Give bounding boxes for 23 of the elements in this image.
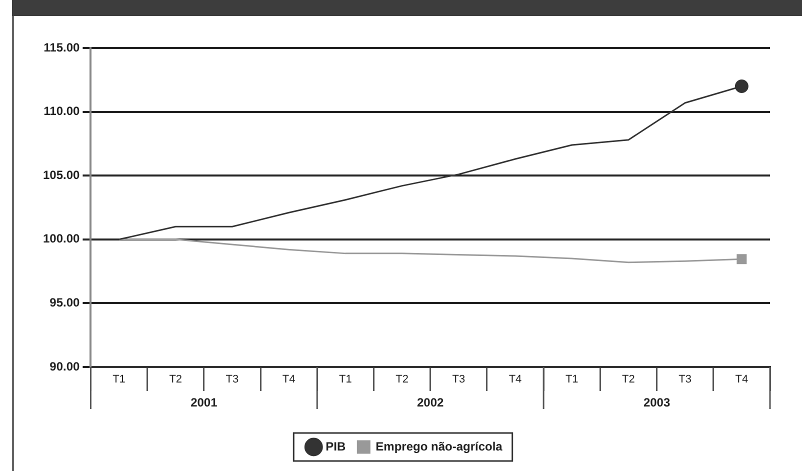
x-tick-label: T3 — [452, 374, 466, 386]
x-tick-label: T1 — [112, 374, 126, 386]
legend-label: Emprego não-agrícola — [376, 439, 503, 454]
y-tick-label: 105.00 — [43, 168, 80, 182]
y-tick-label: 90.00 — [50, 359, 80, 374]
y-tick-label: 115.00 — [44, 40, 80, 54]
x-tick-label: T1 — [565, 374, 578, 386]
x-tick-label: T4 — [282, 374, 296, 386]
x-tick-label: T2 — [169, 374, 182, 386]
y-tick-label: 110.00 — [44, 104, 80, 118]
y-tick-label: 100.00 — [43, 232, 80, 246]
x-tick-label: T4 — [735, 374, 748, 386]
text: 2002 — [417, 395, 444, 410]
y-tick-label: 95.00 — [50, 296, 80, 310]
text: 2001 — [190, 395, 218, 410]
x-tick-label: T1 — [339, 374, 352, 386]
legend-label: PIB — [326, 439, 346, 454]
x-tick-label: T3 — [226, 374, 239, 386]
x-tick-label: T2 — [396, 374, 408, 386]
x-tick-label: T2 — [622, 374, 635, 386]
x-tick-label: T4 — [508, 374, 522, 386]
text: 2003 — [643, 395, 670, 410]
x-tick-label: T3 — [678, 374, 692, 386]
